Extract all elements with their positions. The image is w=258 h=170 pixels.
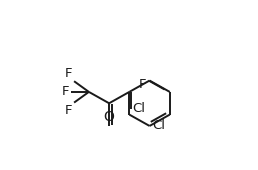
Text: Cl: Cl [133,102,146,115]
Text: F: F [65,104,72,117]
Text: F: F [65,67,72,80]
Text: Cl: Cl [152,119,166,132]
Text: O: O [104,110,115,124]
Text: F: F [61,85,69,98]
Text: F: F [139,78,147,91]
